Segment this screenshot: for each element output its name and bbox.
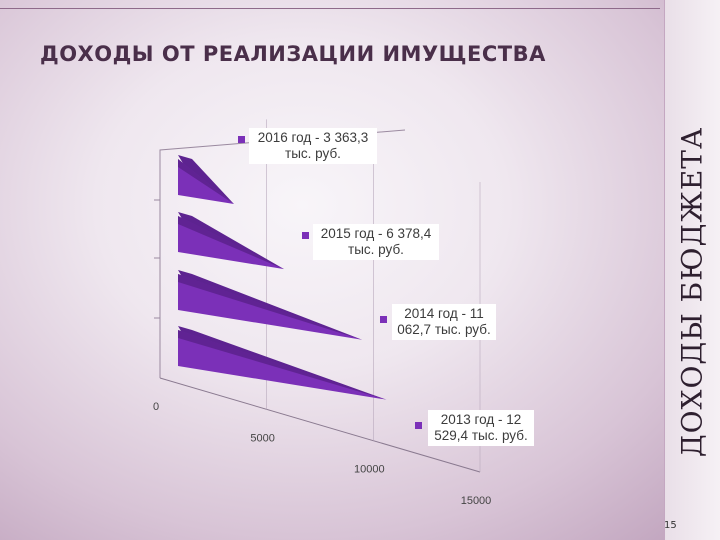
legend-marker [415, 422, 422, 429]
value-axis-line [159, 377, 481, 473]
cone-shade [178, 274, 363, 340]
value-tick-label: 15000 [461, 495, 492, 507]
cone-top-face [178, 326, 387, 400]
cone-bar-chart: 0 5000 10000 15000 [153, 119, 492, 507]
cone-top-face [178, 270, 363, 340]
legend-marker [380, 316, 387, 323]
data-label: 2014 год - 11 062,7 тыс. руб. [392, 304, 496, 340]
legend-marker [238, 136, 245, 143]
data-label: 2015 год - 6 378,4 тыс. руб. [313, 224, 439, 260]
side-band [664, 0, 720, 540]
value-tick-label: 0 [153, 401, 159, 413]
slide-number: 15 [664, 520, 677, 531]
top-frame-line [0, 8, 660, 9]
cone-shade [178, 159, 234, 205]
value-tick-label: 5000 [250, 432, 274, 444]
value-tick-label: 10000 [354, 464, 385, 476]
side-title: ДОХОДЫ БЮДЖЕТА [675, 126, 709, 458]
data-label: 2016 год - 3 363,3 тыс. руб. [249, 128, 377, 164]
cone-top-face [178, 212, 285, 270]
page-title: ДОХОДЫ ОТ РЕАЛИЗАЦИИ ИМУЩЕСТВА [40, 42, 546, 66]
cone-shade [178, 216, 285, 270]
cone-shade [178, 330, 387, 400]
legend-marker [302, 232, 309, 239]
cone-top-face [178, 155, 234, 205]
data-label: 2013 год - 12 529,4 тыс. руб. [428, 410, 534, 446]
